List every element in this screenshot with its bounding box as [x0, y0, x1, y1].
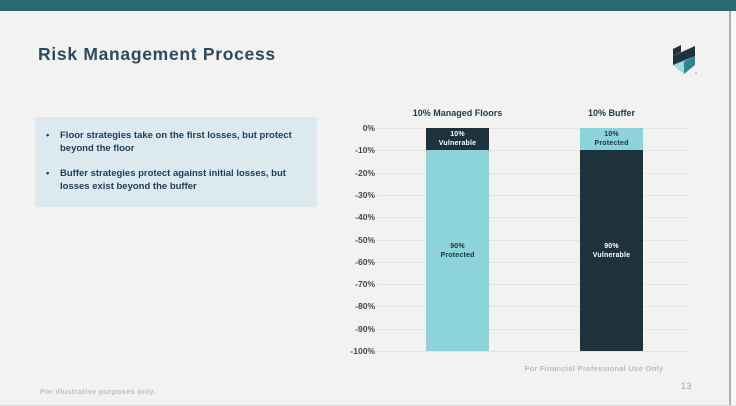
y-axis-tick-label: -80%	[355, 301, 375, 312]
key-points-panel: • Floor strategies take on the first loss…	[35, 117, 317, 207]
y-axis-tick-label: -70%	[355, 279, 375, 290]
bullet-dot: •	[46, 130, 50, 141]
y-axis-tick-label: -90%	[355, 323, 375, 334]
bullet-list: • Floor strategies take on the first loss…	[46, 129, 306, 193]
gridline	[377, 328, 688, 330]
bar-segment-label: 10% Vulnerable	[438, 131, 477, 148]
bar-segment-label: 90% Protected	[440, 242, 475, 259]
gridline	[377, 284, 688, 286]
y-axis-tick-label: -60%	[355, 256, 375, 267]
disclaimer-text: For illustrative purposes only.	[40, 387, 156, 396]
gridline	[377, 261, 688, 263]
gridline	[377, 128, 688, 129]
page-number: 13	[680, 381, 692, 391]
bar-segment: 90% Protected	[426, 150, 489, 351]
y-axis-tick-label: -20%	[355, 167, 375, 178]
y-axis-tick-label: -40%	[355, 212, 375, 223]
gridline	[377, 351, 688, 352]
bar-segment: 90% Vulnerable	[580, 150, 643, 351]
gridline	[377, 306, 688, 308]
bar-segment-label: 90% Vulnerable	[592, 242, 631, 259]
company-shield-logo-icon	[673, 45, 697, 74]
gridline	[377, 150, 688, 152]
bar-header: 10% Managed Floors	[412, 108, 503, 118]
professional-use-text: For Financial Professional Use Only	[524, 364, 664, 373]
y-axis-tick-label: -30%	[355, 189, 375, 200]
chart: 0% -10% -20% -30% -40% -50% -60% -70% -80% -90% -1…	[340, 103, 700, 365]
gridline	[377, 194, 688, 196]
bar-segment: 10% Protected	[580, 128, 643, 151]
gridline	[377, 239, 688, 241]
y-axis-tick-label: -100%	[350, 346, 375, 356]
bullet-item: • Buffer strategies protect against initi…	[46, 167, 306, 193]
y-axis-tick-label: -10%	[355, 145, 375, 156]
gridline	[377, 217, 688, 219]
bar-segment-label: 10% Protected	[594, 131, 629, 148]
bullet-item: • Floor strategies take on the first loss…	[46, 129, 306, 155]
bar-header: 10% Buffer	[587, 108, 635, 118]
gridline	[377, 172, 688, 174]
bullet-text: Floor strategies take on the first losse…	[60, 130, 292, 154]
bar-segment: 10% Vulnerable	[426, 128, 489, 151]
slide-right-edge	[729, 11, 736, 406]
top-accent-bar	[0, 0, 736, 11]
y-axis-tick-label: 0%	[362, 123, 375, 133]
y-axis-tick-label: -50%	[355, 234, 375, 245]
bullet-text: Buffer strategies protect against initia…	[60, 168, 286, 192]
bullet-dot: •	[46, 168, 50, 179]
page-title: Risk Management Process	[38, 44, 276, 64]
